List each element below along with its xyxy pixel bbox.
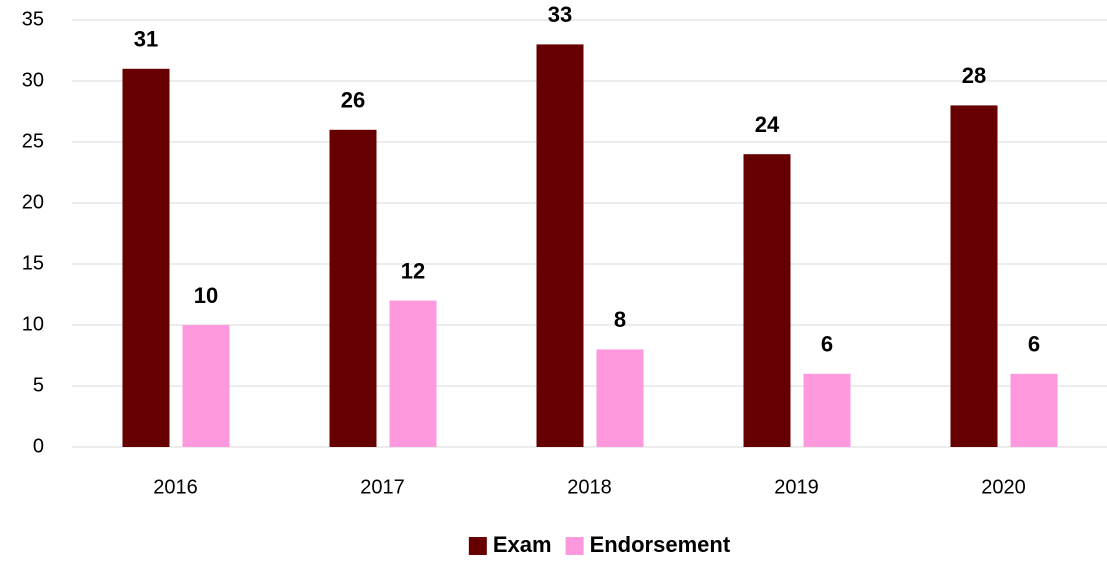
bar (596, 349, 644, 447)
legend-swatch (468, 537, 487, 555)
bar (329, 129, 377, 448)
bar (1010, 373, 1058, 447)
bar (536, 44, 584, 448)
bar (803, 373, 851, 447)
y-tick-label: 5 (33, 374, 44, 396)
y-tick-label: 35 (22, 8, 44, 30)
x-tick-label: 2016 (153, 476, 198, 498)
legend-label: Endorsement (590, 532, 731, 557)
bar (950, 105, 998, 448)
value-label: 6 (821, 332, 833, 357)
bar (389, 300, 437, 447)
value-label: 8 (614, 307, 626, 332)
value-label: 10 (194, 283, 218, 308)
y-tick-label: 10 (22, 313, 44, 335)
bar (182, 325, 230, 447)
value-label: 24 (755, 112, 780, 137)
legend-label: Exam (493, 532, 552, 557)
y-tick-label: 20 (22, 191, 44, 213)
y-tick-label: 15 (22, 252, 44, 274)
x-tick-label: 2019 (774, 476, 819, 498)
value-label: 26 (341, 88, 365, 113)
value-label: 33 (548, 2, 572, 27)
y-tick-label: 30 (22, 69, 44, 91)
bar (743, 154, 791, 447)
value-label: 31 (134, 27, 158, 52)
x-tick-label: 2020 (981, 476, 1026, 498)
value-label: 12 (401, 258, 425, 283)
value-label: 6 (1028, 332, 1040, 357)
y-tick-label: 0 (33, 435, 44, 457)
value-label: 28 (962, 63, 986, 88)
x-tick-label: 2018 (567, 476, 612, 498)
y-tick-label: 25 (22, 130, 44, 152)
legend-swatch (565, 537, 584, 555)
bar (122, 68, 170, 448)
x-tick-label: 2017 (360, 476, 405, 498)
